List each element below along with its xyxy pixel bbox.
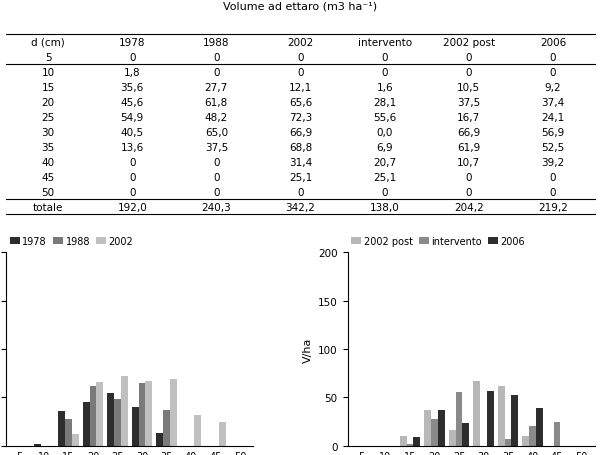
Bar bbox=[536, 408, 543, 446]
Bar bbox=[449, 430, 456, 446]
Bar bbox=[529, 426, 536, 446]
Bar bbox=[424, 410, 431, 446]
Text: Volume ad ettaro (m3 ha⁻¹): Volume ad ettaro (m3 ha⁻¹) bbox=[224, 1, 377, 11]
Bar bbox=[498, 386, 505, 446]
Bar bbox=[58, 411, 65, 446]
Bar bbox=[487, 391, 494, 446]
Bar bbox=[406, 445, 413, 446]
Bar bbox=[400, 436, 406, 446]
Bar bbox=[72, 434, 79, 446]
Bar bbox=[511, 395, 518, 446]
Bar bbox=[170, 379, 177, 446]
Bar bbox=[505, 439, 511, 446]
Bar bbox=[431, 419, 438, 446]
Bar bbox=[90, 386, 96, 446]
Legend: 2002 post, intervento, 2006: 2002 post, intervento, 2006 bbox=[347, 233, 529, 250]
Bar bbox=[132, 407, 139, 446]
Bar bbox=[195, 415, 201, 446]
Bar bbox=[107, 393, 114, 446]
Legend: 1978, 1988, 2002: 1978, 1988, 2002 bbox=[6, 233, 137, 250]
Bar bbox=[219, 422, 226, 446]
Bar bbox=[456, 392, 462, 446]
Bar bbox=[65, 419, 72, 446]
Bar bbox=[96, 383, 103, 446]
Bar bbox=[121, 376, 128, 446]
Bar bbox=[34, 444, 40, 446]
Bar bbox=[83, 402, 90, 446]
Bar bbox=[156, 433, 163, 446]
Bar bbox=[554, 422, 561, 446]
Y-axis label: V/ha: V/ha bbox=[302, 337, 313, 362]
Bar bbox=[413, 437, 420, 446]
Bar bbox=[438, 410, 445, 446]
Bar bbox=[473, 381, 480, 446]
Bar bbox=[139, 383, 145, 446]
Bar bbox=[163, 410, 170, 446]
Bar bbox=[522, 435, 529, 446]
Bar bbox=[145, 381, 152, 446]
Bar bbox=[462, 423, 469, 446]
Bar bbox=[114, 399, 121, 446]
